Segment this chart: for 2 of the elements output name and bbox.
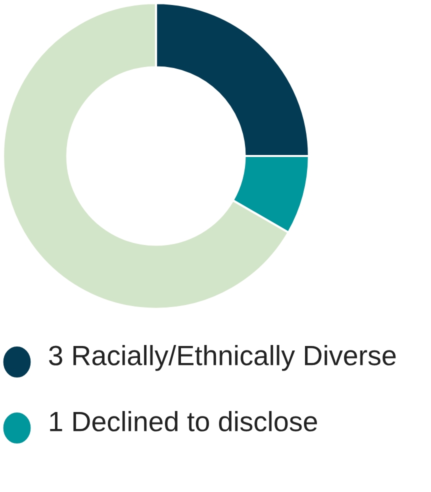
legend-label: 3 Racially/Ethnically Diverse bbox=[49, 345, 396, 371]
legend-label: 1 Declined to disclose bbox=[50, 411, 317, 432]
